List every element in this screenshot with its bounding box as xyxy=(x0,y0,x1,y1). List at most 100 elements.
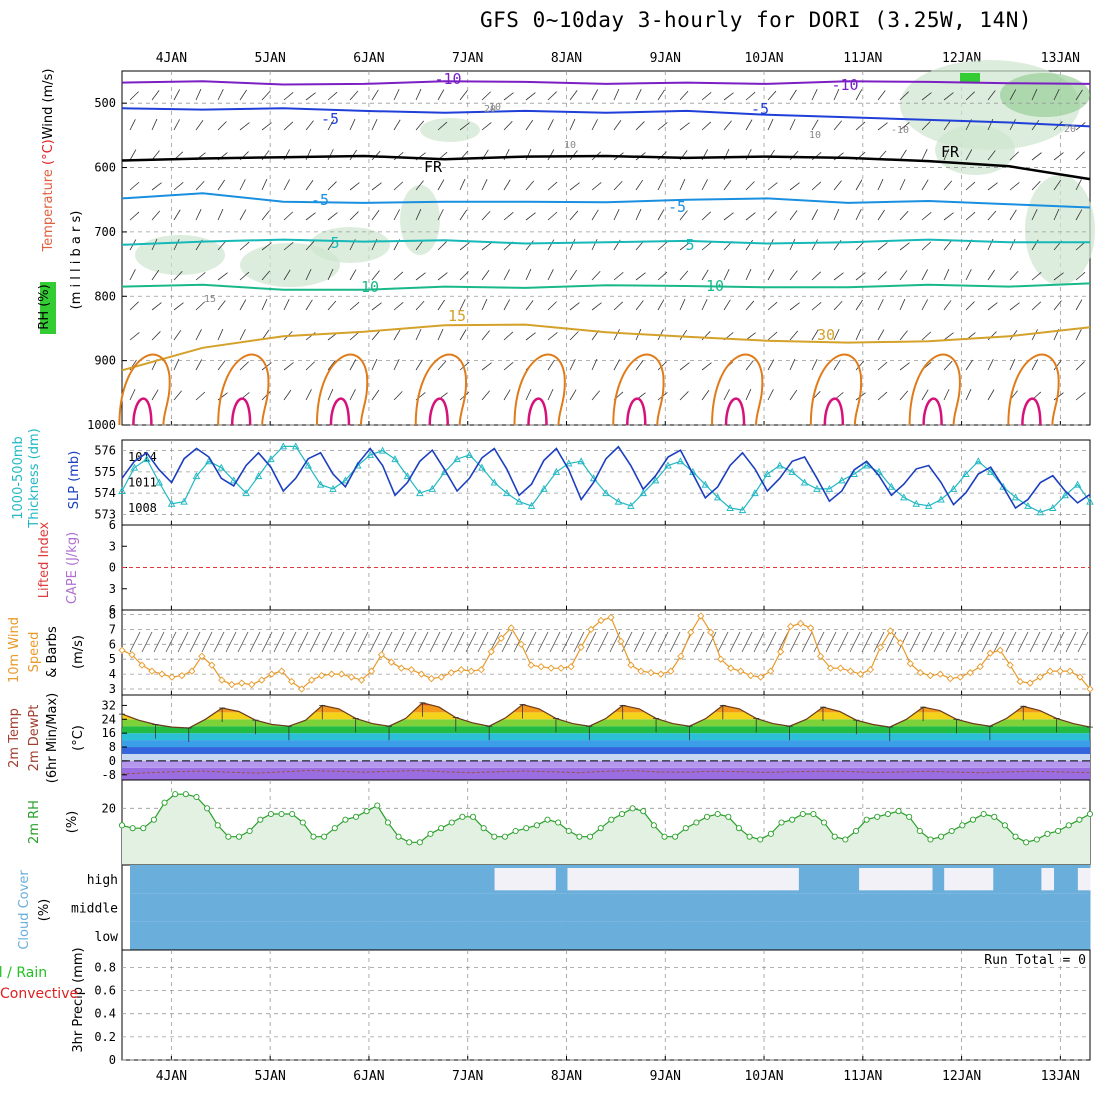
isotherm-line xyxy=(121,107,1091,128)
wind-barb xyxy=(437,89,445,101)
wind-barb xyxy=(899,242,910,251)
wind-barb xyxy=(943,360,953,371)
temp-tick-label: 24 xyxy=(102,712,116,726)
wind-tick-label: 4 xyxy=(109,667,116,681)
wind-barb xyxy=(591,270,601,281)
cloud-bar xyxy=(470,921,483,950)
wind-barb xyxy=(441,631,453,653)
wind-barb xyxy=(1009,238,1016,251)
wind-barb xyxy=(1075,179,1082,191)
wind-speed-point xyxy=(836,664,845,672)
wind-speed-point xyxy=(866,666,875,674)
cloud-bar xyxy=(919,893,933,922)
cloud-bar xyxy=(202,921,216,950)
wind-barb xyxy=(965,181,976,191)
wind-barb xyxy=(415,240,424,251)
rh-point xyxy=(193,793,200,801)
clear-sky-gap xyxy=(652,868,666,891)
wind-speed-point xyxy=(816,652,825,660)
wind-barb xyxy=(1075,329,1082,341)
contour-label: 15 xyxy=(204,294,216,305)
thickness-point xyxy=(1011,493,1020,501)
wind-barb xyxy=(899,122,910,131)
lifted-index-ylabel: Lifted Index xyxy=(37,521,52,598)
rh-point xyxy=(1033,836,1040,843)
wind-barb xyxy=(943,300,952,311)
wind-speed-point xyxy=(707,628,715,637)
wind-barb xyxy=(873,631,885,653)
wind-barb xyxy=(1031,272,1042,281)
rh-shading xyxy=(960,73,980,83)
cloud-bar xyxy=(409,893,423,922)
wind-speed-point xyxy=(657,670,665,678)
thickness-point xyxy=(862,461,871,469)
cloud-bar xyxy=(834,865,848,894)
cloud-bar xyxy=(348,865,362,894)
wind-speed-point xyxy=(238,679,246,687)
cloud-bar xyxy=(798,921,812,950)
wind-barb xyxy=(569,302,580,311)
contour-label: -10 xyxy=(831,76,858,94)
cloud-bar xyxy=(506,921,520,950)
wind-barb xyxy=(503,121,513,131)
clear-sky-gap xyxy=(980,868,994,891)
wind-barb xyxy=(635,360,644,371)
wind-barb xyxy=(921,331,932,341)
thickness-point xyxy=(800,478,809,486)
temperature-band xyxy=(122,719,1090,727)
wind-barb xyxy=(635,121,645,131)
wind-barb xyxy=(477,631,489,653)
wind-barb xyxy=(481,122,492,131)
thickness-point xyxy=(602,489,610,497)
wind-barb xyxy=(723,180,732,191)
cloud-bar xyxy=(458,865,471,894)
wind-barb xyxy=(525,388,532,401)
wind-barb xyxy=(261,242,272,251)
wind-speed-point xyxy=(697,612,705,620)
wind-speed-point xyxy=(178,671,186,680)
wind-barb xyxy=(811,329,819,341)
wind-barb xyxy=(261,391,271,401)
wind-barb xyxy=(789,182,800,191)
wind-barb xyxy=(283,389,292,401)
top-day-label: 10JAN xyxy=(744,51,783,66)
cloud-bar xyxy=(761,921,775,950)
wind-barb xyxy=(679,242,690,251)
wind-barb xyxy=(405,631,417,653)
wind-speed-point xyxy=(747,671,755,680)
contour-label: -5 xyxy=(321,110,339,128)
wind-barb xyxy=(393,359,400,371)
wind-speed-point xyxy=(487,648,495,656)
wind-barb xyxy=(349,211,359,221)
rh-point xyxy=(491,833,498,840)
upper-air-ylabel-part: Wind (m/s) xyxy=(41,69,56,140)
contour-label: -10 xyxy=(891,125,909,136)
wind-barb xyxy=(789,210,798,221)
cloud-bar xyxy=(166,865,180,894)
thickness-point xyxy=(1073,480,1082,488)
wind-barb xyxy=(657,361,667,371)
wind-barb xyxy=(151,331,161,341)
wind-barb xyxy=(657,241,668,251)
wind-barb xyxy=(745,268,752,281)
contour-label: 10 xyxy=(489,102,501,113)
thickness-point xyxy=(143,455,151,463)
cloud-bar xyxy=(774,893,787,922)
wind-barb xyxy=(921,269,928,281)
cloud-bar xyxy=(202,893,216,922)
cloud-bar xyxy=(786,921,799,950)
wind-barb xyxy=(217,121,227,131)
rh-shading xyxy=(420,118,480,142)
cloud-bar xyxy=(336,893,350,922)
wind-barb xyxy=(239,299,247,311)
thickness-tick-label: 576 xyxy=(94,444,116,458)
cloud-bar xyxy=(883,921,897,950)
wind-barb xyxy=(239,329,246,341)
wind-barb xyxy=(415,359,423,371)
wind-barb xyxy=(657,631,669,653)
wind-speed-point xyxy=(347,673,356,681)
wind-barb xyxy=(225,631,237,653)
cloud-bar xyxy=(275,865,289,894)
wind-barb xyxy=(129,211,140,221)
clear-sky-gap xyxy=(543,868,556,891)
